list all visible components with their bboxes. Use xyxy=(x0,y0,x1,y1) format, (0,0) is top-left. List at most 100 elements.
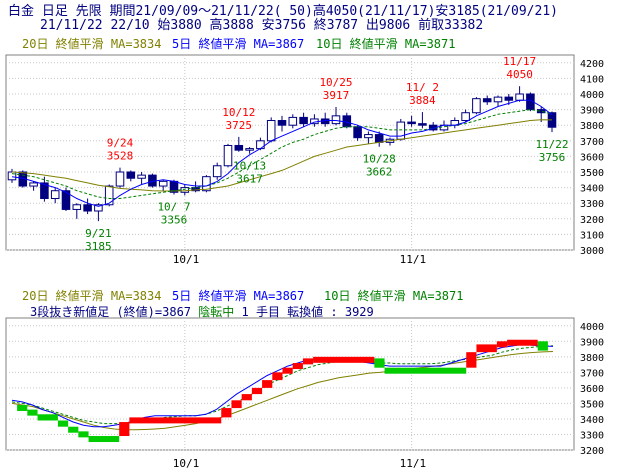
candlestick-panel: 10/1 11/1 3000 3100 3200 3300 3400 3500 3600 370… xyxy=(5,36,604,266)
high-date-label: 10/12 xyxy=(222,106,255,119)
top-plot-frame xyxy=(5,54,575,251)
candle-body xyxy=(115,171,125,187)
down-brick xyxy=(17,404,28,411)
up-brick xyxy=(507,339,538,346)
candle-body xyxy=(180,187,190,193)
candle-body xyxy=(418,123,427,126)
down-brick xyxy=(37,414,58,421)
break-info-suffix: 1 手目 転換値 : 3929 xyxy=(234,304,373,319)
ma5-line xyxy=(11,99,553,207)
candle-body xyxy=(7,171,17,181)
candle-body xyxy=(234,144,244,151)
candle-body xyxy=(50,190,60,200)
down-brick xyxy=(68,426,79,433)
y-tick-label: 3300 xyxy=(580,199,604,210)
ma20-line xyxy=(11,119,553,192)
y-tick-label: 3100 xyxy=(580,230,604,241)
header-line-2: 21/11/22 22/10 始3880 高3888 安3756 終3787 出… xyxy=(40,17,483,33)
candle-body xyxy=(526,93,535,111)
candle-body xyxy=(288,116,298,126)
candle-body xyxy=(493,96,503,103)
candle-body xyxy=(83,204,92,212)
y-tick-label: 3700 xyxy=(580,137,604,148)
low-date-label: 9/21 xyxy=(85,227,112,240)
bottom-legend-ma5: 5日 終値平滑 MA=3867 xyxy=(172,288,304,303)
down-brick xyxy=(537,341,548,351)
candle-body xyxy=(374,134,384,143)
low-value-label: 3185 xyxy=(85,240,112,253)
high-date-label: 11/17 xyxy=(503,55,536,68)
up-brick xyxy=(313,356,375,363)
header-line-1: 白金 日足 先限 期間21/09/09～21/11/22( 50)高4050(2… xyxy=(8,3,558,19)
candle-body xyxy=(29,182,38,187)
low-value-label: 3356 xyxy=(161,213,188,226)
up-brick xyxy=(262,380,273,388)
candle-body xyxy=(40,182,49,200)
bottom-plot-frame xyxy=(5,317,575,451)
bottom-legend-ma20: 20日 終値平滑 MA=3834 xyxy=(22,288,161,303)
up-brick xyxy=(466,352,477,368)
low-date-label: 10/ 7 xyxy=(157,200,190,213)
low-value-label: 3662 xyxy=(366,166,393,179)
x-tick-label: 10/1 xyxy=(173,253,200,266)
bottom-x-axis: 10/1 11/1 xyxy=(173,457,426,470)
y-tick-label: 4200 xyxy=(580,59,604,70)
x-tick-label: 11/1 xyxy=(400,457,427,470)
bottom-legend-ma10: 10日 終値平滑 MA=3871 xyxy=(324,288,463,303)
bottom-grid xyxy=(6,318,574,451)
candles xyxy=(7,86,557,222)
y-tick-label: 3300 xyxy=(580,430,604,441)
high-value-label: 3528 xyxy=(107,150,134,163)
x-tick-label: 11/1 xyxy=(400,253,427,266)
candle-body xyxy=(396,121,406,140)
top-grid xyxy=(6,55,574,251)
y-tick-label: 3800 xyxy=(580,121,604,132)
low-value-label: 3617 xyxy=(236,173,263,186)
down-brick xyxy=(88,436,120,443)
y-tick-label: 4000 xyxy=(580,322,604,333)
candle-body xyxy=(299,116,308,125)
y-tick-label: 3900 xyxy=(580,106,604,117)
low-date-label: 10/13 xyxy=(233,160,266,173)
y-tick-label: 3800 xyxy=(580,353,604,364)
top-y-axis: 3000 3100 3200 3300 3400 3500 3600 3700 3800 3900… xyxy=(580,59,604,257)
low-value-label: 3756 xyxy=(539,151,566,164)
high-value-label: 3884 xyxy=(409,94,436,107)
y-tick-label: 4000 xyxy=(580,90,604,101)
up-brick xyxy=(476,344,497,353)
high-date-label: 10/25 xyxy=(319,76,352,89)
up-brick xyxy=(119,422,130,437)
candle-body xyxy=(137,174,146,179)
candle-body xyxy=(212,165,222,178)
candle-body xyxy=(472,98,481,114)
y-tick-label: 3500 xyxy=(580,399,604,410)
down-brick xyxy=(57,420,69,427)
bottom-y-axis: 3200 3300 3400 3500 3600 3700 3800 3900 4000 xyxy=(580,322,604,457)
up-brick xyxy=(241,394,252,401)
y-tick-label: 3900 xyxy=(580,337,604,348)
high-value-label: 4050 xyxy=(506,68,533,81)
candle-body xyxy=(353,126,362,139)
break-bricks xyxy=(17,339,548,443)
up-brick xyxy=(221,408,232,418)
candle-body xyxy=(407,121,416,125)
high-date-label: 11/ 2 xyxy=(406,81,439,94)
low-date-label: 10/28 xyxy=(363,153,396,166)
candle-body xyxy=(482,98,492,103)
candle-body xyxy=(364,134,373,139)
high-value-label: 3917 xyxy=(323,89,350,102)
up-brick xyxy=(231,400,242,409)
y-tick-label: 4100 xyxy=(580,74,604,85)
candle-body xyxy=(158,180,168,187)
candle-body xyxy=(536,109,546,114)
y-tick-label: 3000 xyxy=(580,246,604,257)
candle-body xyxy=(223,144,233,167)
break-info-prefix: 3段抜き新値足 (終値)=3867 xyxy=(30,304,198,319)
down-brick xyxy=(27,409,38,416)
candle-body xyxy=(61,190,71,210)
y-tick-label: 3200 xyxy=(580,215,604,226)
candle-body xyxy=(515,93,524,101)
up-brick xyxy=(251,387,263,395)
y-tick-label: 3400 xyxy=(580,184,604,195)
